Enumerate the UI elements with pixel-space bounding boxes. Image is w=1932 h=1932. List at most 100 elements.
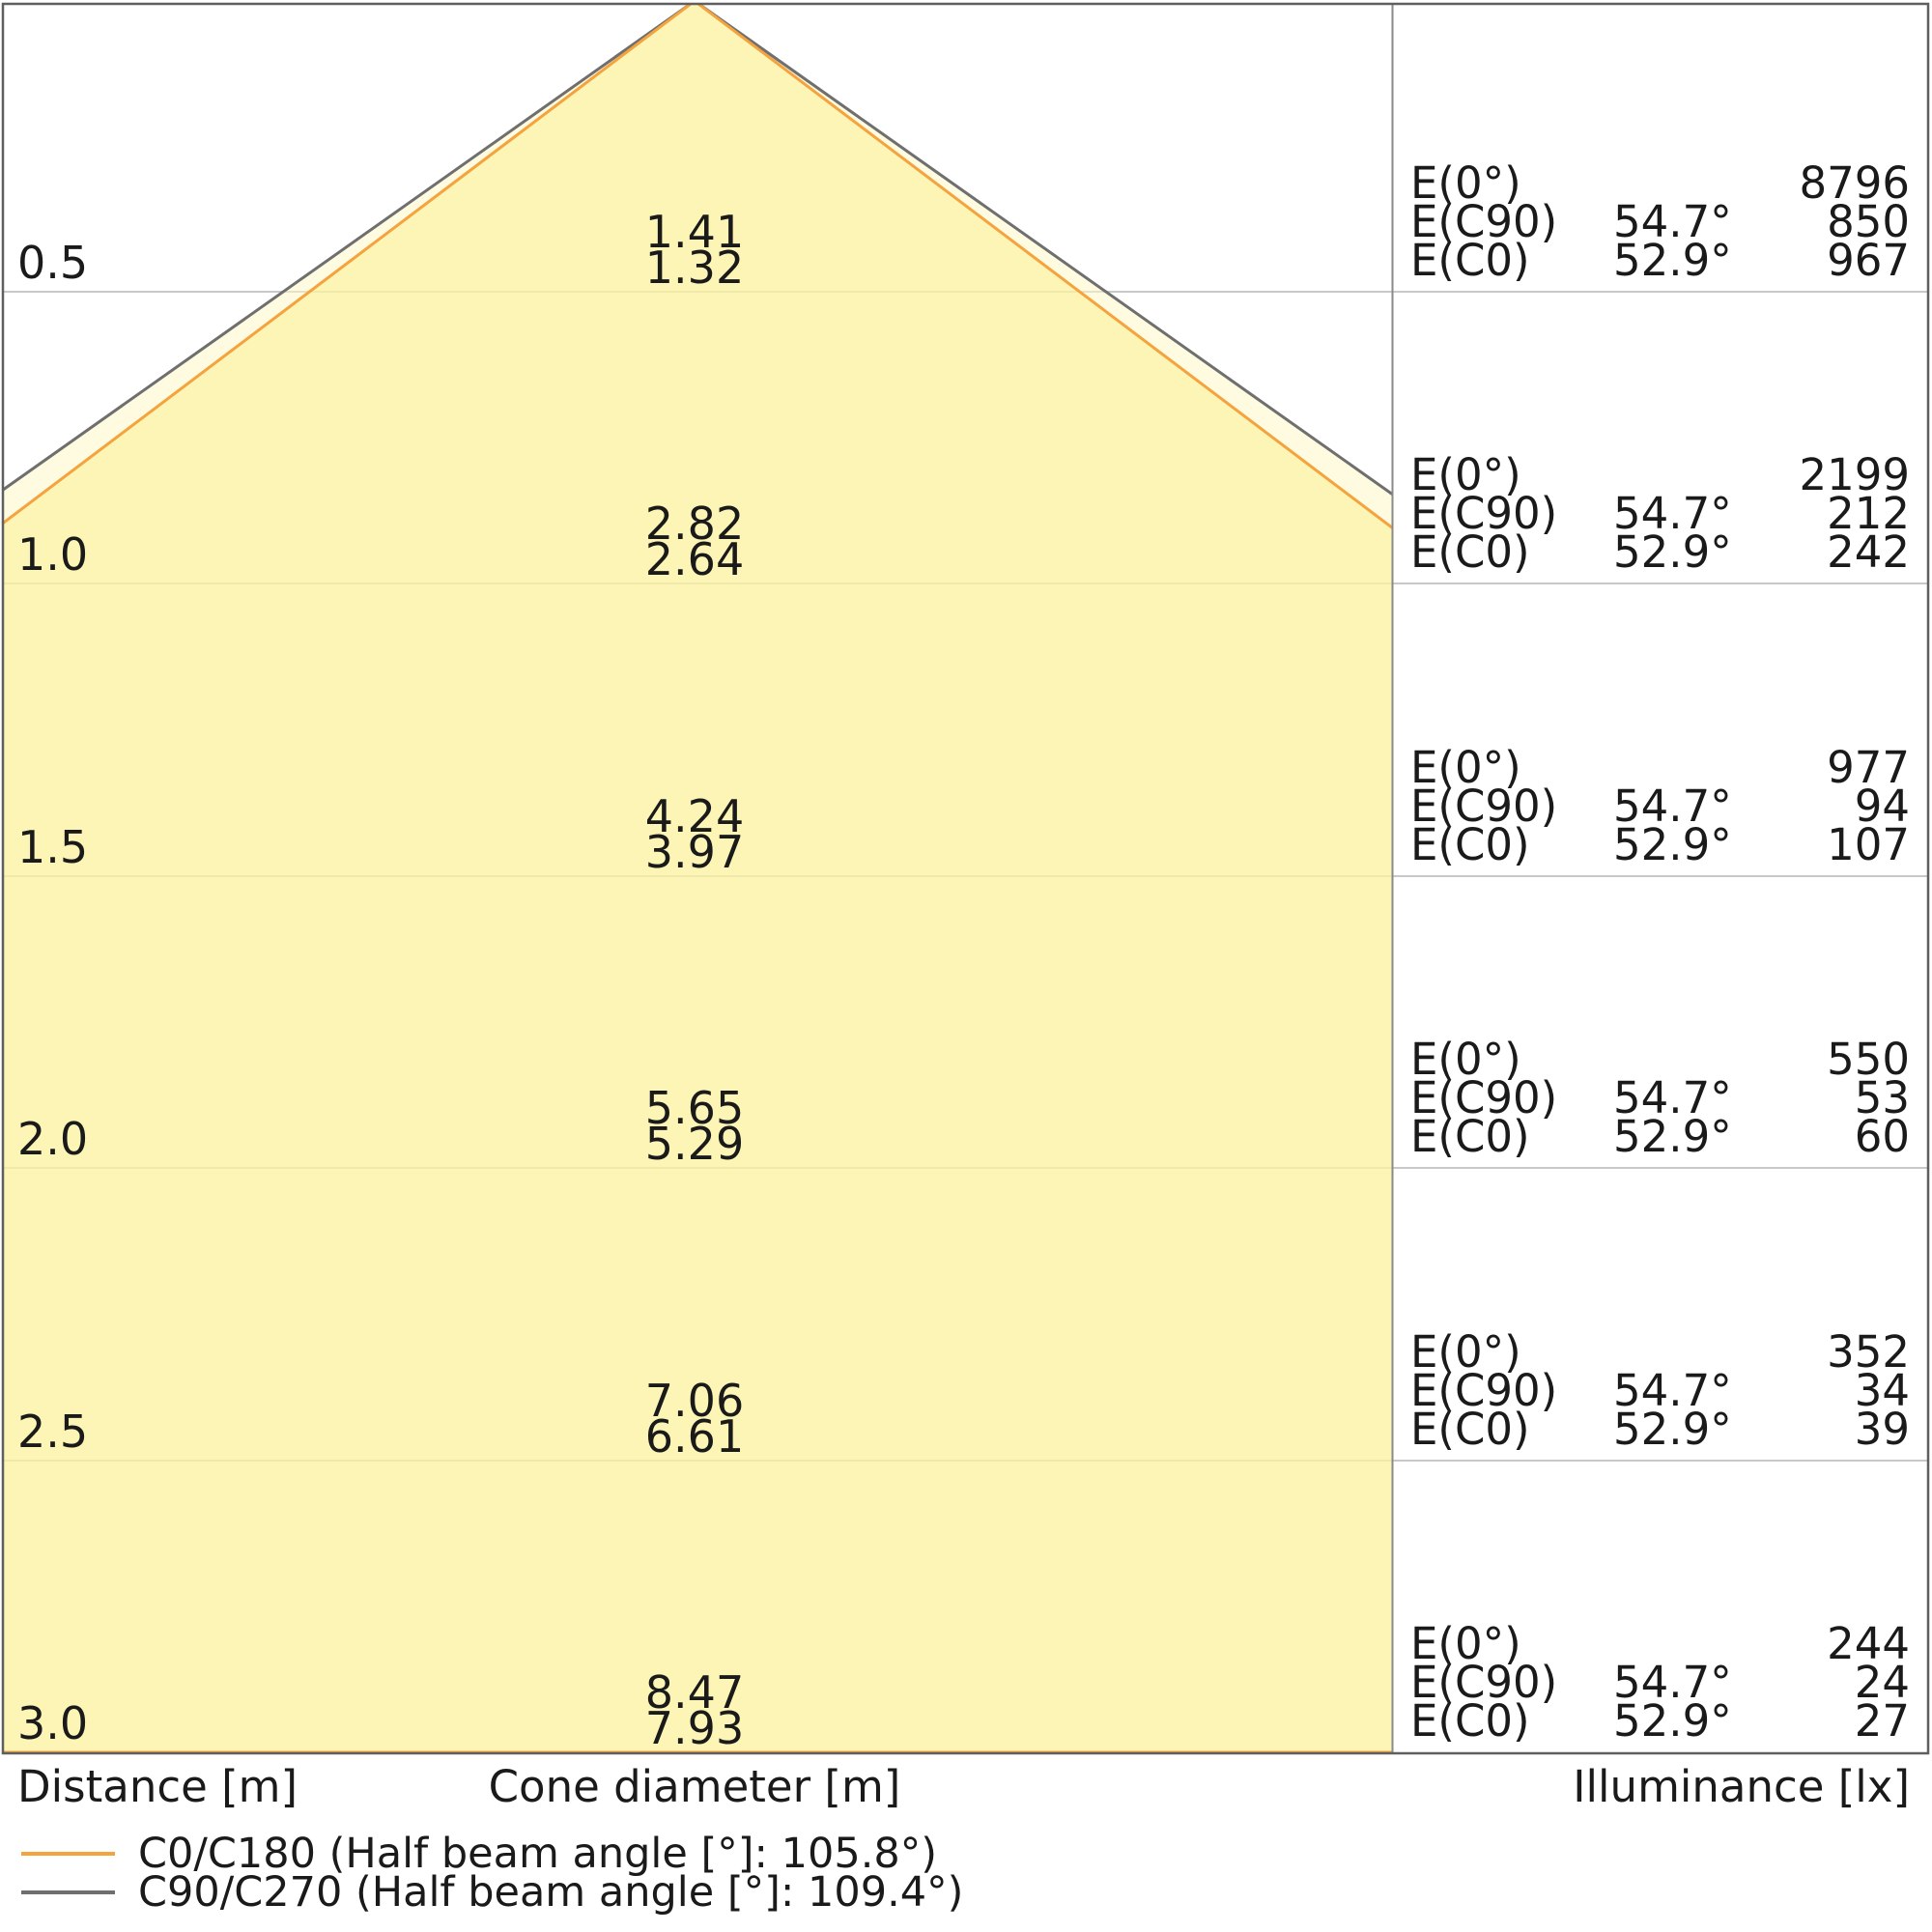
legend-item-c0-c180: C0/C180 (Half beam angle [°]: 105.8°) (21, 1830, 938, 1878)
illuminance-row-e0: E(0°) 977 (1410, 742, 1910, 793)
illuminance-row-ec0: E(C0) 52.9° 967 (1410, 235, 1910, 286)
ec90-label: E(C90) (1410, 1365, 1558, 1416)
illuminance-row-ec0: E(C0) 52.9° 107 (1410, 819, 1910, 870)
illuminance-row-ec90: E(C90) 54.7° 212 (1410, 488, 1910, 539)
ec0-angle: 52.9° (1613, 235, 1732, 286)
illuminance-block: E(0°) 550 E(C90) 54.7° 53 E(C0) 52.9° 60 (1410, 1034, 1910, 1162)
ec0-angle: 52.9° (1613, 1695, 1732, 1747)
e0-value: 2199 (1799, 449, 1910, 500)
ec90-label: E(C90) (1410, 781, 1558, 832)
cone-diameter-values: 2.82 2.64 (644, 497, 745, 585)
illuminance-block: E(0°) 244 E(C90) 54.7° 24 E(C0) 52.9° 27 (1410, 1618, 1910, 1747)
ec90-value: 24 (1854, 1657, 1910, 1708)
illuminance-axis-label: Illuminance [lx] (1573, 1761, 1910, 1812)
distance-axis-label: Distance [m] (17, 1761, 298, 1812)
cone-diameter-c90-value: 5.65 (644, 1082, 745, 1134)
e0-value: 8796 (1799, 157, 1910, 209)
cone-diameter-values: 5.65 5.29 (644, 1082, 745, 1170)
ec0-value: 242 (1827, 526, 1910, 578)
e0-label: E(0°) (1410, 1034, 1521, 1085)
ec0-angle: 52.9° (1613, 526, 1732, 578)
cone-diameter-c90-value: 7.06 (644, 1375, 745, 1427)
e0-label: E(0°) (1410, 1618, 1521, 1669)
legend-item-c90-c270: C90/C270 (Half beam angle [°]: 109.4°) (21, 1868, 964, 1917)
cone-diameter-axis-label: Cone diameter [m] (488, 1761, 901, 1812)
illuminance-row-e0: E(0°) 2199 (1410, 449, 1910, 500)
illuminance-block: E(0°) 8796 E(C90) 54.7° 850 E(C0) 52.9° … (1410, 157, 1910, 286)
ec90-label: E(C90) (1410, 196, 1558, 247)
cone-diameter-c0-value: 2.64 (644, 533, 745, 585)
distance-label: 2.0 (17, 1113, 89, 1165)
ec0-value: 27 (1854, 1695, 1910, 1747)
cone-diameter-c90-value: 1.41 (644, 206, 745, 258)
cone-diameter-c0-value: 7.93 (644, 1702, 745, 1754)
ec90-value: 53 (1854, 1072, 1910, 1123)
ec0-label: E(C0) (1410, 1111, 1530, 1162)
e0-value: 977 (1827, 742, 1910, 793)
cone-diameter-c0-value: 5.29 (644, 1118, 745, 1170)
ec0-label: E(C0) (1410, 1404, 1530, 1455)
distance-label: 1.5 (17, 821, 89, 873)
ec0-value: 967 (1827, 235, 1910, 286)
ec90-label: E(C90) (1410, 1072, 1558, 1123)
ec0-label: E(C0) (1410, 526, 1530, 578)
ec0-value: 39 (1854, 1404, 1910, 1455)
ec90-label: E(C90) (1410, 488, 1558, 539)
distance-label: 3.0 (17, 1697, 89, 1749)
ec0-label: E(C0) (1410, 1695, 1530, 1747)
illuminance-row-ec90: E(C90) 54.7° 94 (1410, 781, 1910, 832)
ec90-value: 34 (1854, 1365, 1910, 1416)
ec0-label: E(C0) (1410, 235, 1530, 286)
ec0-angle: 52.9° (1613, 1404, 1732, 1455)
illuminance-row-ec0: E(C0) 52.9° 27 (1410, 1695, 1910, 1747)
cone-diameter-c0-value: 3.97 (644, 826, 745, 878)
legend-label-c0-c180: C0/C180 (Half beam angle [°]: 105.8°) (138, 1830, 938, 1878)
e0-value: 244 (1827, 1618, 1910, 1669)
illuminance-row-ec0: E(C0) 52.9° 242 (1410, 526, 1910, 578)
illuminance-row-ec90: E(C90) 54.7° 53 (1410, 1072, 1910, 1123)
ec0-angle: 52.9° (1613, 1111, 1732, 1162)
legend-label-c90-c270: C90/C270 (Half beam angle [°]: 109.4°) (138, 1868, 964, 1917)
e0-value: 352 (1827, 1326, 1910, 1378)
e0-label: E(0°) (1410, 449, 1521, 500)
distance-label: 2.5 (17, 1406, 89, 1458)
illuminance-row-ec0: E(C0) 52.9° 39 (1410, 1404, 1910, 1455)
e0-label: E(0°) (1410, 1326, 1521, 1378)
legend-line-c0-c180-icon (21, 1852, 115, 1856)
cone-diameter-c0-value: 6.61 (644, 1410, 745, 1463)
illuminance-row-e0: E(0°) 550 (1410, 1034, 1910, 1085)
ec90-value: 850 (1827, 196, 1910, 247)
cone-c0-c180-area (3, 3, 1392, 1752)
illuminance-block: E(0°) 2199 E(C90) 54.7° 212 E(C0) 52.9° … (1410, 449, 1910, 578)
illuminance-row-ec90: E(C90) 54.7° 34 (1410, 1365, 1910, 1416)
cone-diameter-values: 8.47 7.93 (644, 1666, 745, 1754)
distance-label: 0.5 (17, 237, 89, 289)
illuminance-block: E(0°) 352 E(C90) 54.7° 34 E(C0) 52.9° 39 (1410, 1326, 1910, 1455)
illuminance-row-ec90: E(C90) 54.7° 850 (1410, 196, 1910, 247)
ec90-label: E(C90) (1410, 1657, 1558, 1708)
ec0-value: 60 (1854, 1111, 1910, 1162)
e0-label: E(0°) (1410, 742, 1521, 793)
e0-label: E(0°) (1410, 157, 1521, 209)
e0-value: 550 (1827, 1034, 1910, 1085)
distance-label: 1.0 (17, 528, 89, 581)
illuminance-row-e0: E(0°) 244 (1410, 1618, 1910, 1669)
cone-diameter-c90-value: 2.82 (644, 497, 745, 550)
cone-diameter-values: 7.06 6.61 (644, 1375, 745, 1463)
cone-diameter-values: 1.41 1.32 (644, 206, 745, 290)
illuminance-row-ec0: E(C0) 52.9° 60 (1410, 1111, 1910, 1162)
cone-diameter-values: 4.24 3.97 (644, 790, 745, 878)
illuminance-block: E(0°) 977 E(C90) 54.7° 94 E(C0) 52.9° 10… (1410, 742, 1910, 870)
ec0-label: E(C0) (1410, 819, 1530, 870)
illuminance-row-e0: E(0°) 352 (1410, 1326, 1910, 1378)
ec90-value: 94 (1854, 781, 1910, 832)
illuminance-row-ec90: E(C90) 54.7° 24 (1410, 1657, 1910, 1708)
ec0-value: 107 (1827, 819, 1910, 870)
chart-border (1, 2, 1930, 1755)
illuminance-row-e0: E(0°) 8796 (1410, 157, 1910, 209)
cone-diameter-c90-value: 4.24 (644, 790, 745, 842)
ec90-value: 212 (1827, 488, 1910, 539)
ec0-angle: 52.9° (1613, 819, 1732, 870)
cone-diameter-c90-value: 8.47 (644, 1666, 745, 1719)
